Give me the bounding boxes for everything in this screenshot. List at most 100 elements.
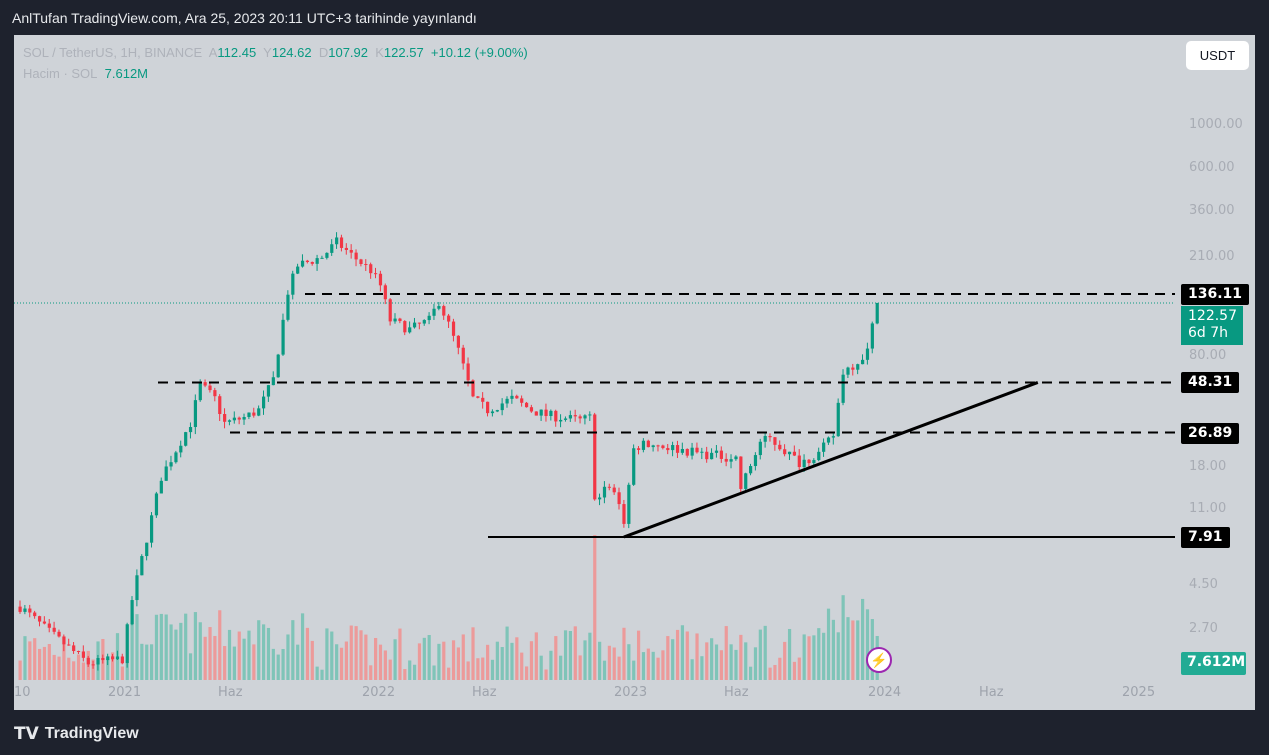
candle-body bbox=[583, 415, 587, 419]
volume-bar bbox=[515, 637, 519, 680]
candle-body bbox=[612, 487, 616, 493]
volume-bar bbox=[719, 650, 723, 680]
candle-body bbox=[179, 445, 183, 453]
price-chart[interactable] bbox=[14, 35, 1255, 710]
volume-bar bbox=[607, 645, 611, 680]
volume-bar bbox=[320, 669, 324, 680]
level-tag: 7.91 bbox=[1181, 527, 1230, 548]
volume-bar bbox=[378, 644, 383, 680]
volume-bar bbox=[481, 657, 485, 680]
time-tick: Haz bbox=[472, 685, 497, 700]
candle-body bbox=[223, 414, 227, 422]
time-tick: 2024 bbox=[868, 685, 902, 700]
volume-bar bbox=[67, 657, 71, 680]
tradingview-logo[interactable]: 𝗧𝗩 TradingView bbox=[14, 724, 139, 744]
time-tick: Haz bbox=[218, 685, 243, 700]
volume-bar bbox=[296, 644, 300, 680]
candle-body bbox=[23, 608, 27, 612]
volume-bar bbox=[622, 627, 626, 680]
volume-bar bbox=[734, 649, 738, 680]
volume-bar bbox=[325, 628, 329, 680]
price-tick: 2.70 bbox=[1189, 621, 1218, 636]
candle-body bbox=[617, 492, 621, 505]
candle-body bbox=[797, 455, 801, 468]
candle-body bbox=[656, 445, 660, 447]
candle-body bbox=[432, 308, 436, 316]
candle-body bbox=[675, 445, 680, 453]
candle-body bbox=[846, 367, 850, 375]
volume-bar bbox=[749, 666, 753, 680]
volume-bar bbox=[763, 625, 767, 680]
candle-body bbox=[393, 318, 397, 322]
time-tick: 2021 bbox=[108, 685, 142, 700]
volume-bar bbox=[242, 638, 246, 680]
symbol-label[interactable]: SOL / TetherUS, 1H, BINANCE bbox=[23, 45, 203, 60]
volume-bar bbox=[37, 648, 42, 680]
volume-bar bbox=[422, 637, 426, 680]
volume-bar bbox=[388, 659, 392, 680]
volume-bar bbox=[636, 630, 641, 680]
candle-body bbox=[378, 273, 383, 286]
trendline bbox=[623, 381, 1039, 539]
price-tick: 600.00 bbox=[1189, 160, 1235, 175]
volume-bar bbox=[412, 664, 417, 680]
candle-body bbox=[822, 442, 826, 452]
candle-body bbox=[578, 416, 582, 419]
current-price-tag: 122.57 6d 7h bbox=[1181, 306, 1243, 345]
candle-body bbox=[719, 450, 723, 459]
volume-bar bbox=[106, 658, 110, 680]
volume-bar bbox=[374, 637, 378, 680]
volume-bar bbox=[856, 620, 860, 680]
candle-body bbox=[495, 410, 499, 412]
volume-bar bbox=[281, 648, 285, 680]
volume-bar bbox=[72, 661, 76, 680]
price-tick: 18.00 bbox=[1189, 459, 1227, 474]
tv-logo-icon: 𝗧𝗩 bbox=[14, 724, 39, 743]
candle-body bbox=[856, 364, 860, 370]
chart-panel[interactable]: SOL / TetherUS, 1H, BINANCE A112.45 Y124… bbox=[14, 35, 1255, 710]
candle-body bbox=[831, 436, 835, 438]
close-value: 122.57 bbox=[383, 45, 424, 60]
volume-bar bbox=[456, 647, 460, 680]
volume-bar bbox=[257, 620, 261, 680]
volume-bar bbox=[851, 620, 855, 680]
volume-bar bbox=[476, 658, 480, 680]
candle-body bbox=[125, 624, 129, 664]
candle-body bbox=[685, 448, 689, 456]
volume-bar bbox=[534, 632, 538, 680]
open-value: 112.45 bbox=[217, 45, 257, 60]
candle-body bbox=[544, 409, 548, 417]
volume-bar bbox=[149, 644, 154, 680]
volume-bar bbox=[656, 657, 660, 680]
volume-bar bbox=[125, 663, 129, 680]
candle-body bbox=[622, 504, 626, 524]
volume-bar bbox=[787, 628, 792, 680]
volume-label[interactable]: Hacim · SOL bbox=[23, 66, 98, 81]
candle-body bbox=[710, 452, 714, 460]
candle-body bbox=[427, 315, 431, 321]
bar-countdown: 6d 7h bbox=[1188, 325, 1229, 341]
candle-body bbox=[563, 418, 568, 420]
volume-bar bbox=[393, 639, 397, 680]
candle-body bbox=[305, 260, 310, 263]
candle-body bbox=[247, 412, 251, 418]
volume-bar bbox=[271, 648, 275, 680]
candle-body bbox=[870, 323, 874, 349]
candle-body bbox=[636, 448, 641, 450]
volume-bar bbox=[768, 667, 772, 680]
volume-bar bbox=[505, 626, 509, 680]
lightning-icon[interactable]: ⚡ bbox=[866, 647, 892, 673]
volume-bar bbox=[671, 639, 675, 680]
volume-bar bbox=[773, 664, 777, 680]
candle-body bbox=[598, 497, 602, 500]
candle-body bbox=[641, 440, 646, 450]
current-price: 122.57 bbox=[1188, 308, 1237, 324]
currency-button[interactable]: USDT bbox=[1186, 41, 1249, 70]
candle-body bbox=[184, 432, 188, 446]
time-tick: 2022 bbox=[362, 685, 396, 700]
candle-body bbox=[807, 459, 811, 464]
time-tick: Haz bbox=[724, 685, 749, 700]
volume-bar bbox=[179, 622, 183, 680]
volume-bar bbox=[802, 634, 806, 680]
volume-bar bbox=[812, 635, 816, 680]
